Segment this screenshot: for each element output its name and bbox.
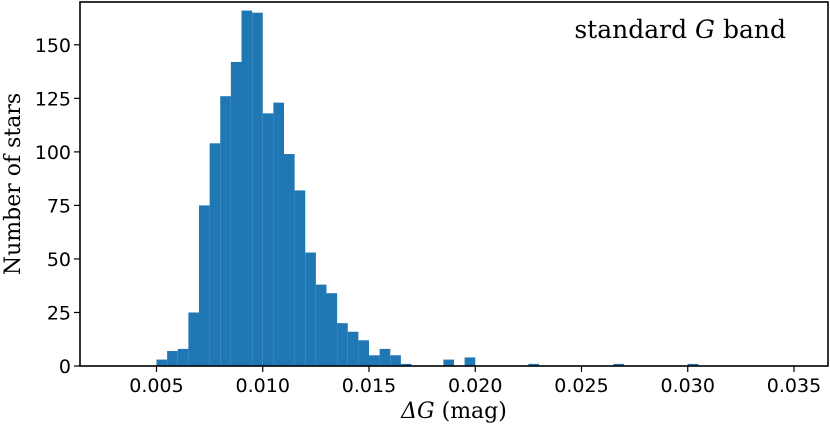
histogram-bar — [167, 351, 178, 366]
histogram-bar — [379, 348, 391, 366]
y-tick-label: 50 — [47, 249, 71, 271]
x-axis-label-unit: (mag) — [442, 399, 507, 424]
x-tick-label: 0.015 — [342, 375, 396, 397]
y-tick-label: 100 — [35, 142, 71, 164]
y-tick-label: 125 — [35, 88, 71, 110]
histogram-bar — [188, 312, 199, 366]
histogram-bar — [347, 331, 359, 366]
histogram-bar — [294, 190, 306, 366]
histogram-bar — [358, 340, 369, 366]
histogram-bar — [209, 143, 221, 366]
y-tick-label: 25 — [47, 302, 71, 324]
x-axis-ticks: 0.005 0.010 0.015 0.020 0.025 0.030 0.035 — [129, 366, 821, 397]
histogram-bars — [156, 10, 699, 367]
histogram-bar — [230, 61, 242, 366]
histogram-bar — [390, 355, 401, 366]
histogram-bar — [315, 284, 327, 366]
histogram-bar — [443, 359, 454, 366]
band-annotation-prefix: standard — [574, 15, 695, 44]
histogram-bar — [199, 205, 210, 366]
histogram-bar — [262, 113, 274, 366]
histogram-bar — [241, 10, 253, 367]
histogram-bar — [464, 357, 476, 366]
histogram-bar — [613, 363, 624, 366]
y-tick-label: 0 — [59, 356, 71, 378]
x-axis-label-symbol: ΔG — [400, 399, 434, 424]
histogram-bar — [273, 102, 284, 367]
histogram-bar — [528, 363, 539, 366]
histogram-bar — [687, 363, 699, 366]
histogram-bar — [252, 12, 263, 367]
x-axis-label: ΔG (mag) — [400, 399, 507, 424]
y-tick-label: 150 — [35, 35, 71, 57]
x-tick-label: 0.025 — [554, 375, 608, 397]
histogram-bar — [305, 252, 316, 366]
x-tick-label: 0.035 — [767, 375, 821, 397]
histogram-bar — [177, 348, 189, 366]
x-tick-label: 0.020 — [448, 375, 502, 397]
x-axis-label-spacer — [435, 399, 442, 424]
x-tick-label: 0.010 — [236, 375, 290, 397]
histogram-bar — [326, 293, 338, 366]
histogram-bar — [369, 355, 380, 366]
histogram-bar — [337, 323, 348, 366]
band-annotation: standard G band — [574, 15, 786, 44]
histogram-bar — [400, 363, 412, 366]
x-tick-label: 0.030 — [661, 375, 715, 397]
y-axis-label: Number of stars — [1, 93, 26, 275]
plot-frame — [79, 1, 829, 367]
y-axis-ticks: 0 25 50 75 100 125 150 — [35, 35, 80, 378]
band-annotation-suffix: band — [715, 15, 786, 44]
x-tick-label: 0.005 — [129, 375, 183, 397]
histogram-bar — [156, 359, 168, 366]
histogram-bar — [220, 96, 231, 366]
histogram-bar — [284, 154, 295, 366]
y-tick-label: 75 — [47, 195, 71, 217]
band-annotation-symbol: G — [695, 15, 715, 44]
